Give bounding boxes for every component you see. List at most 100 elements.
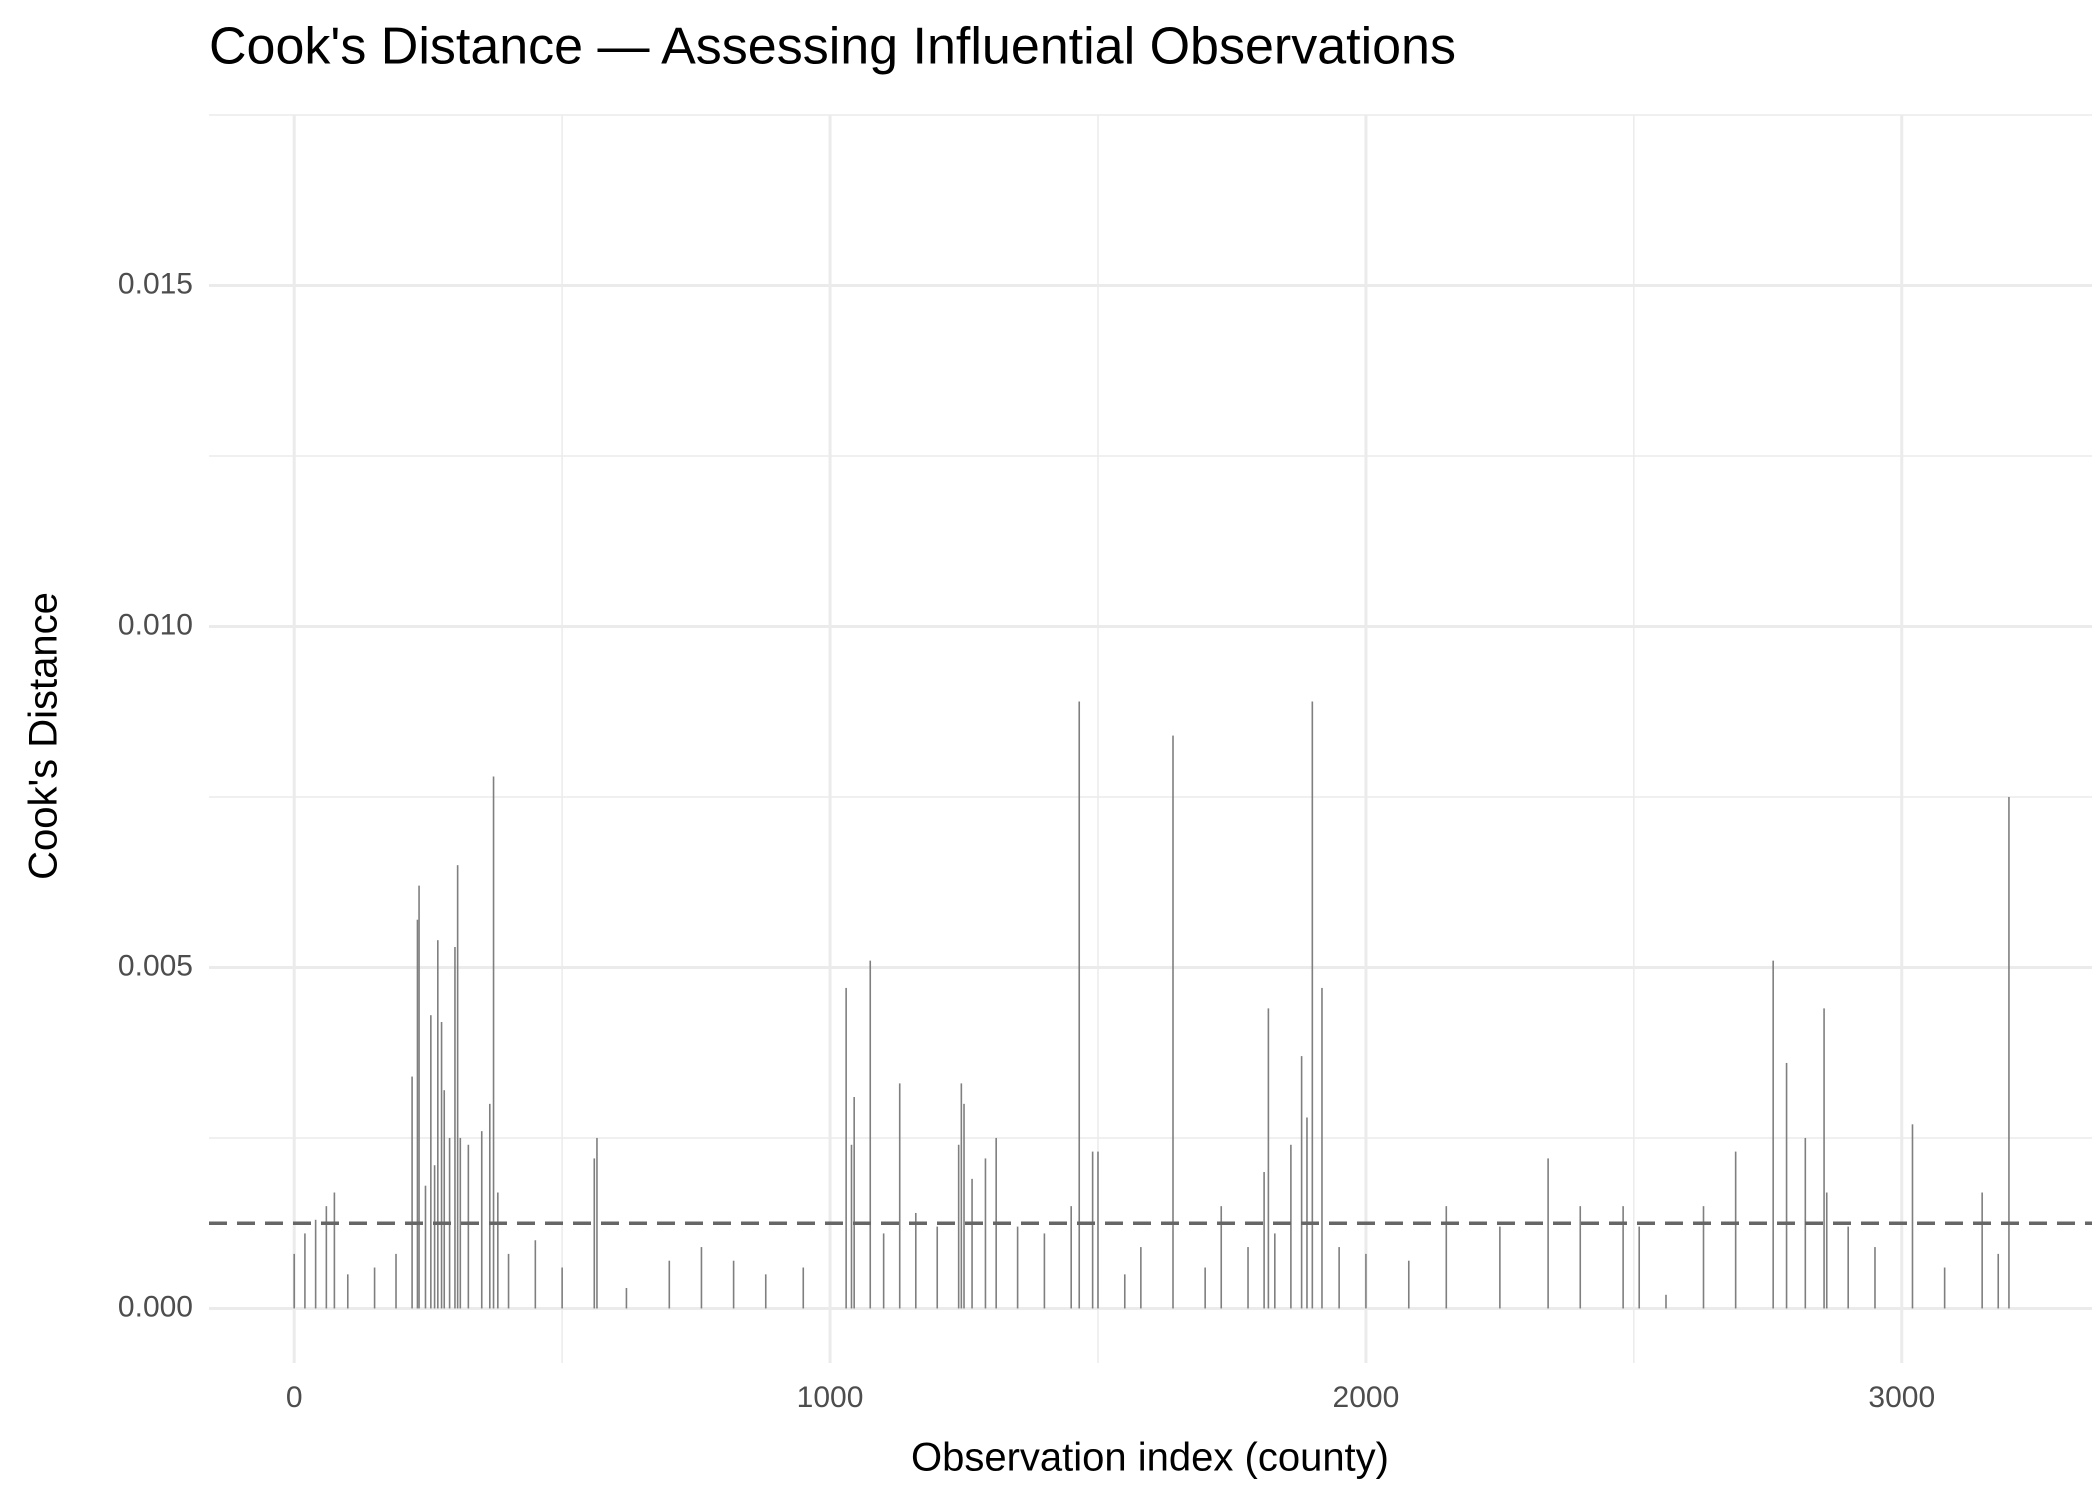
bar bbox=[700, 1247, 703, 1309]
bar bbox=[1338, 1247, 1340, 1309]
bar bbox=[459, 1137, 462, 1309]
bar bbox=[1321, 987, 1323, 1309]
bar bbox=[802, 1267, 805, 1309]
x-axis-title: Observation index (county) bbox=[911, 1436, 1389, 1480]
bar bbox=[440, 1022, 443, 1309]
bar bbox=[1220, 1206, 1223, 1309]
bar bbox=[1847, 1226, 1849, 1309]
bar bbox=[333, 1192, 336, 1309]
x-tick-label: 1000 bbox=[797, 1381, 864, 1414]
bar bbox=[914, 1212, 917, 1309]
bar bbox=[957, 1144, 960, 1309]
bar bbox=[1365, 1253, 1367, 1309]
bar bbox=[960, 1083, 963, 1309]
bar bbox=[850, 1144, 853, 1309]
bar bbox=[1247, 1247, 1249, 1309]
bar bbox=[1267, 1008, 1270, 1309]
bar bbox=[1579, 1206, 1582, 1309]
bar bbox=[373, 1267, 376, 1309]
bar bbox=[561, 1267, 563, 1309]
y-tick-label: 0.015 bbox=[118, 267, 193, 300]
bar bbox=[424, 1185, 427, 1309]
bar bbox=[304, 1233, 306, 1309]
bar bbox=[1997, 1253, 2000, 1309]
bar bbox=[668, 1260, 671, 1309]
grid: 0.000 0.005 0.010 0.015 0 1000 2000 3000 bbox=[118, 114, 2092, 1414]
bar bbox=[346, 1274, 349, 1309]
x-tick-label: 0 bbox=[286, 1381, 303, 1414]
bar bbox=[1734, 1151, 1737, 1309]
bar bbox=[1123, 1274, 1126, 1309]
bar bbox=[971, 1178, 973, 1309]
bar bbox=[314, 1219, 317, 1309]
bar bbox=[456, 865, 459, 1309]
bar bbox=[1204, 1267, 1206, 1309]
bar bbox=[1140, 1247, 1142, 1309]
bar bbox=[732, 1260, 735, 1309]
bar bbox=[1172, 735, 1174, 1309]
bar bbox=[1638, 1226, 1641, 1309]
y-tick-label: 0.000 bbox=[118, 1290, 193, 1323]
bar bbox=[1016, 1226, 1019, 1309]
bar bbox=[1078, 701, 1081, 1309]
bar bbox=[1943, 1267, 1946, 1309]
bar bbox=[898, 1083, 901, 1309]
bar bbox=[2008, 796, 2010, 1309]
bar bbox=[625, 1287, 628, 1309]
bar bbox=[293, 1253, 296, 1309]
bar bbox=[492, 776, 495, 1309]
bar bbox=[1823, 1008, 1825, 1309]
bar bbox=[467, 1144, 470, 1309]
bar bbox=[433, 1165, 436, 1309]
bar bbox=[1274, 1233, 1276, 1309]
bar bbox=[1622, 1206, 1624, 1309]
bar bbox=[1825, 1192, 1828, 1309]
bar bbox=[1911, 1124, 1914, 1309]
bar bbox=[325, 1206, 328, 1309]
bar bbox=[984, 1158, 987, 1309]
bar bbox=[1445, 1206, 1448, 1309]
bar bbox=[845, 987, 847, 1309]
bar bbox=[853, 1097, 855, 1309]
y-tick-label: 0.005 bbox=[118, 949, 193, 982]
bar bbox=[1091, 1151, 1094, 1309]
bar bbox=[1306, 1117, 1308, 1309]
y-axis-title: Cook's Distance bbox=[22, 592, 66, 880]
bar bbox=[507, 1253, 510, 1309]
bar bbox=[411, 1076, 413, 1309]
bar bbox=[443, 1090, 446, 1309]
bar bbox=[430, 1015, 432, 1309]
bar bbox=[1785, 1062, 1788, 1309]
bar bbox=[418, 885, 420, 1309]
bar bbox=[1097, 1151, 1099, 1309]
bars bbox=[209, 701, 2092, 1309]
bar bbox=[454, 947, 456, 1309]
bar bbox=[882, 1233, 885, 1309]
chart-title: Cook's Distance — Assessing Influential … bbox=[209, 18, 1456, 76]
bar bbox=[497, 1192, 499, 1309]
bar bbox=[1702, 1206, 1705, 1309]
x-tick-label: 2000 bbox=[1333, 1381, 1400, 1414]
bar bbox=[1407, 1260, 1410, 1309]
bar bbox=[1263, 1172, 1265, 1309]
bar bbox=[593, 1158, 596, 1309]
bar bbox=[1311, 701, 1314, 1309]
bar bbox=[1547, 1158, 1549, 1309]
bar bbox=[936, 1226, 939, 1309]
bar bbox=[437, 940, 439, 1309]
y-tick-label: 0.010 bbox=[118, 608, 193, 641]
bar bbox=[1290, 1144, 1292, 1309]
bar bbox=[1043, 1233, 1046, 1309]
bar bbox=[1070, 1206, 1072, 1309]
bar bbox=[1300, 1056, 1303, 1309]
x-tick-label: 3000 bbox=[1868, 1381, 1935, 1414]
bar bbox=[764, 1274, 767, 1309]
bar bbox=[1981, 1192, 1983, 1309]
bar bbox=[596, 1137, 598, 1309]
bar bbox=[395, 1253, 397, 1309]
bar bbox=[869, 960, 872, 1309]
bar bbox=[480, 1131, 483, 1309]
bar bbox=[1499, 1226, 1501, 1309]
